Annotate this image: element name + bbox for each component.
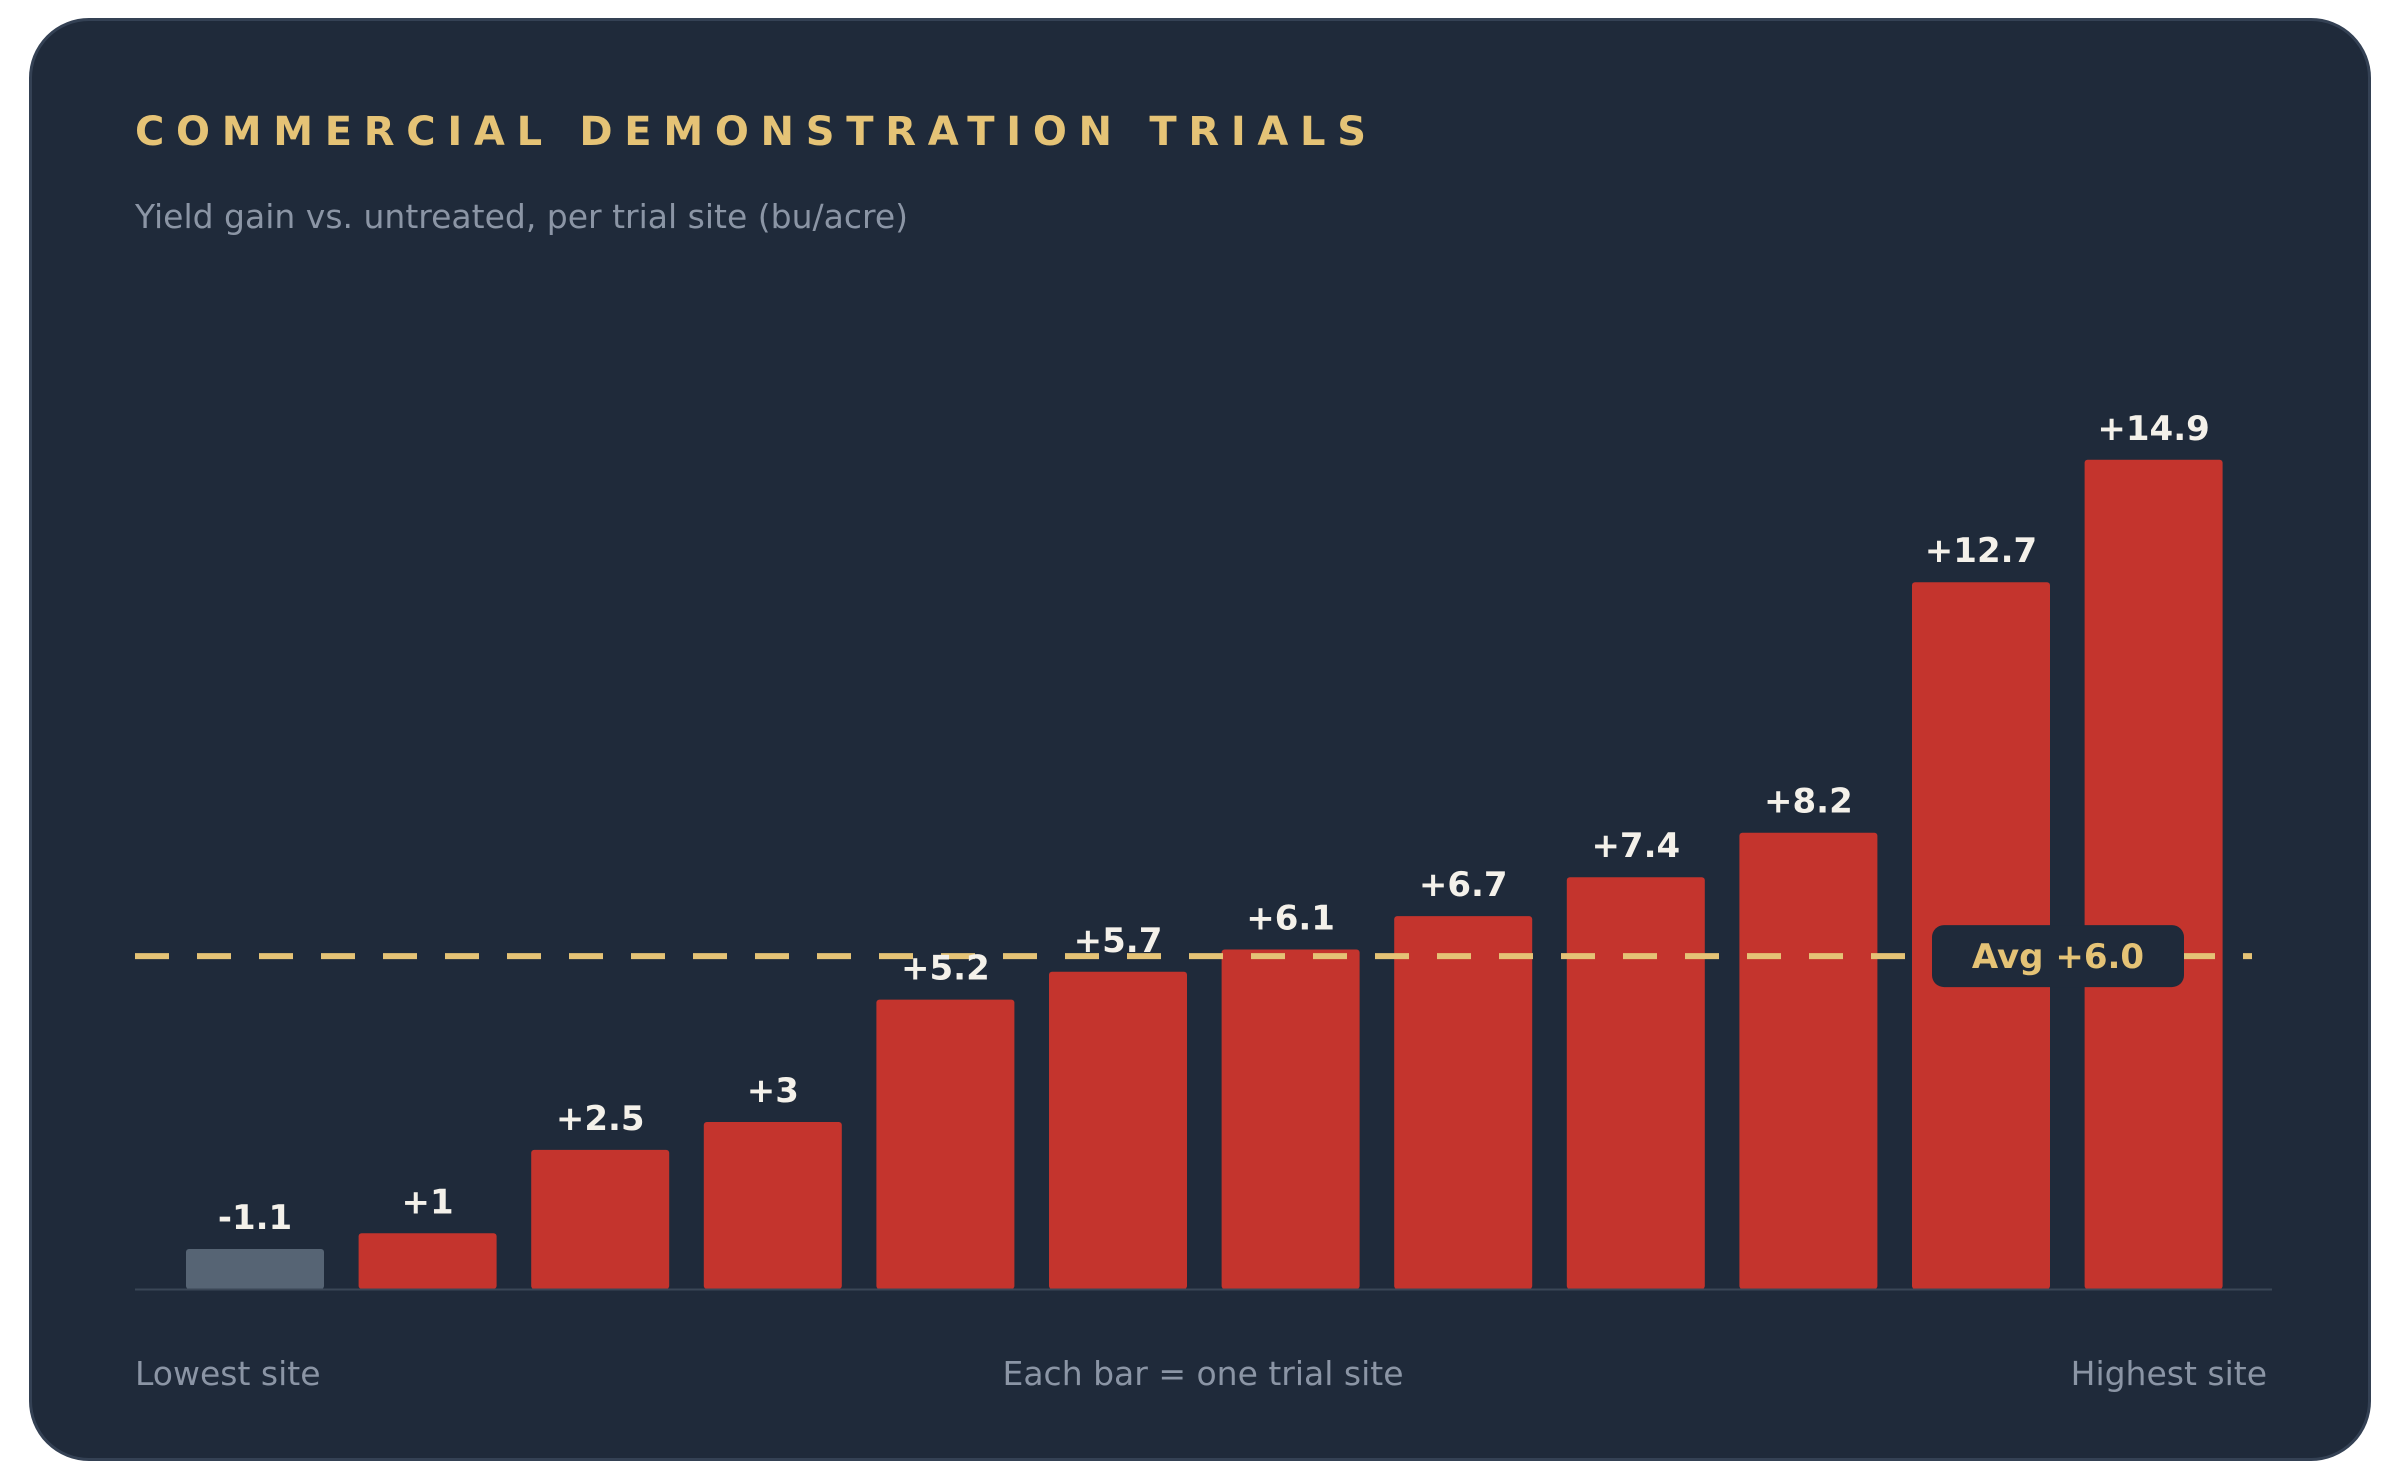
- bar-value-label: +14.9: [2097, 409, 2209, 449]
- bar: [358, 1233, 497, 1289]
- chart-card: COMMERCIAL DEMONSTRATION TRIALS Yield ga…: [29, 18, 2371, 1461]
- bar: [2084, 459, 2223, 1289]
- chart-title: COMMERCIAL DEMONSTRATION TRIALS: [135, 109, 1378, 155]
- footer-highest-site: Highest site: [2070, 1354, 2267, 1393]
- footer-lowest-site: Lowest site: [135, 1354, 321, 1393]
- bar-chart: -1.1 +1 +2.5 +3 +5.2 +5.7 +6.1 +6.7 +7.4 +8.2 +12.…: [135, 409, 2272, 1291]
- bar-value-label: +12.7: [1925, 531, 2037, 571]
- average-label: Avg +6.0: [1972, 937, 2144, 977]
- bar: [186, 1249, 324, 1289]
- bar-value-label: +6.7: [1419, 865, 1508, 905]
- bar-value-label: -1.1: [218, 1198, 292, 1238]
- bar: [1221, 949, 1360, 1289]
- chart-subtitle: Yield gain vs. untreated, per trial site…: [135, 197, 909, 236]
- bar-value-label: +5.2: [901, 949, 990, 989]
- bar: [876, 999, 1015, 1289]
- bar-value-label: +6.1: [1246, 899, 1335, 939]
- average-badge: [1932, 925, 2184, 988]
- bar: [703, 1122, 842, 1289]
- bar-value-label: +1: [402, 1182, 454, 1222]
- bar-value-label: +5.7: [1074, 921, 1163, 961]
- bar: [1566, 877, 1705, 1289]
- bar-value-label: +8.2: [1764, 782, 1853, 822]
- bar-value-label: +7.4: [1591, 826, 1680, 866]
- footer-caption: Each bar = one trial site: [1002, 1354, 1404, 1393]
- bar: [531, 1149, 670, 1289]
- bar: [1394, 916, 1533, 1289]
- bar: [1049, 971, 1187, 1289]
- bar: [1739, 832, 1878, 1289]
- bar-value-label: +2.5: [556, 1099, 645, 1139]
- bar-value-label: +3: [747, 1071, 799, 1111]
